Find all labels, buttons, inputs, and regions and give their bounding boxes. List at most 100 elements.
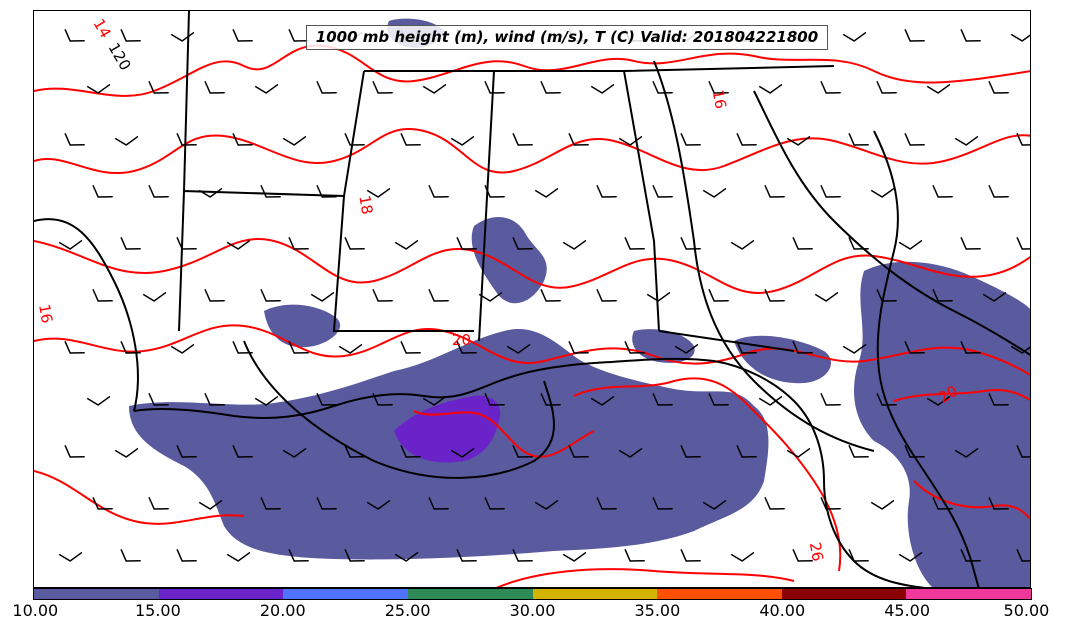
height-contour	[753, 90, 1030, 356]
wind-barb	[260, 184, 281, 198]
wind-barb	[58, 551, 83, 562]
wind-barb	[260, 288, 281, 302]
colorbar-segment	[781, 589, 907, 599]
colorbar-tick-label: 15.00	[134, 601, 181, 620]
wind-barb	[680, 548, 701, 562]
wind-barb	[898, 239, 923, 250]
wind-barb	[120, 548, 141, 562]
wind-barb	[820, 392, 841, 406]
wind-barb	[456, 548, 477, 562]
wind-barb	[316, 184, 337, 198]
wind-barb	[708, 288, 729, 302]
temp-contour	[34, 238, 1030, 294]
wind-barb	[652, 496, 673, 510]
wind-barb	[484, 184, 505, 198]
wind-barb	[764, 288, 785, 302]
wind-barb	[428, 288, 449, 302]
wind-barb	[232, 444, 253, 458]
wind-barb	[534, 187, 559, 198]
wind-barb	[92, 184, 113, 198]
wind-barb	[282, 135, 307, 146]
wind-barb	[534, 499, 559, 510]
temp-contour-label: 16	[35, 303, 56, 325]
wind-barb	[904, 132, 925, 146]
wind-barb	[702, 187, 727, 198]
wind-barb	[792, 548, 813, 562]
colorbar-tick-label: 25.00	[384, 601, 431, 620]
wind-barb	[758, 83, 783, 94]
temp-contour	[496, 568, 795, 587]
wind-barb	[254, 83, 279, 94]
wind-barb	[870, 499, 895, 510]
wind-barb	[730, 551, 755, 562]
wind-barb	[316, 496, 337, 510]
wind-barb	[960, 340, 981, 354]
wind-barb	[988, 184, 1009, 198]
wind-barb	[114, 135, 139, 146]
wind-barb	[680, 132, 701, 146]
wind-barb	[792, 340, 813, 354]
wind-barb	[372, 288, 393, 302]
wind-barb	[64, 28, 85, 42]
map-title: 1000 mb height (m), wind (m/s), T (C) Va…	[306, 25, 828, 50]
wind-barb	[176, 548, 197, 562]
wind-barb	[232, 132, 253, 146]
wind-barb	[338, 343, 363, 354]
wind-barb	[596, 184, 617, 198]
wind-barb	[932, 496, 953, 510]
wind-barb	[562, 551, 587, 562]
wind-barb	[288, 340, 309, 354]
wind-barb	[954, 447, 979, 458]
wind-barb	[624, 548, 645, 562]
shade-inland-2	[471, 216, 547, 304]
state-border	[178, 11, 835, 352]
colorbar-segment	[906, 589, 1031, 599]
wind-barb	[64, 340, 85, 354]
wind-barb	[316, 392, 337, 406]
wind-barb	[226, 551, 251, 562]
colorbar-tick-label: 45.00	[884, 601, 931, 620]
wind-barb	[764, 496, 785, 510]
wind-barb	[58, 239, 83, 250]
wind-barb	[310, 291, 335, 302]
wind-barb	[484, 392, 505, 406]
wind-barb	[512, 132, 533, 146]
wind-barb	[926, 395, 951, 406]
wind-barb	[596, 288, 617, 302]
wind-barb	[456, 340, 477, 354]
wind-barb	[540, 288, 561, 302]
height-contour	[653, 60, 875, 452]
wind-barb	[876, 392, 897, 406]
temp-contour	[34, 470, 245, 525]
wind-barb	[120, 236, 141, 250]
wind-barb	[842, 31, 867, 42]
wind-barb	[848, 236, 869, 250]
wind-barb	[674, 343, 699, 354]
wind-barb	[876, 80, 897, 94]
wind-barb	[394, 239, 419, 250]
wind-barb	[848, 548, 869, 562]
temp-contour	[34, 324, 1030, 376]
wind-barb	[428, 496, 449, 510]
colorbar-segment	[532, 589, 658, 599]
wind-barb	[120, 28, 141, 42]
wind-barb	[484, 80, 505, 94]
height-contour	[34, 218, 139, 412]
temp-contour	[573, 377, 842, 572]
wind-barb	[198, 499, 223, 510]
wind-barb	[92, 288, 113, 302]
temperature-contours	[34, 44, 1030, 587]
wind-barb	[708, 392, 729, 406]
wind-barb	[170, 343, 195, 354]
wind-barb	[86, 83, 111, 94]
wind-barb	[786, 447, 811, 458]
wind-barb	[198, 187, 223, 198]
wind-barb	[876, 288, 897, 302]
wind-barb	[484, 496, 505, 510]
wind-barb	[366, 187, 391, 198]
wind-barb	[568, 340, 589, 354]
shade-inland-4	[734, 335, 832, 384]
wind-barb	[820, 496, 841, 510]
colorbar-tick-label: 40.00	[759, 601, 806, 620]
weather-map: 120 14 16 18 20 20 26 16	[34, 11, 1030, 587]
